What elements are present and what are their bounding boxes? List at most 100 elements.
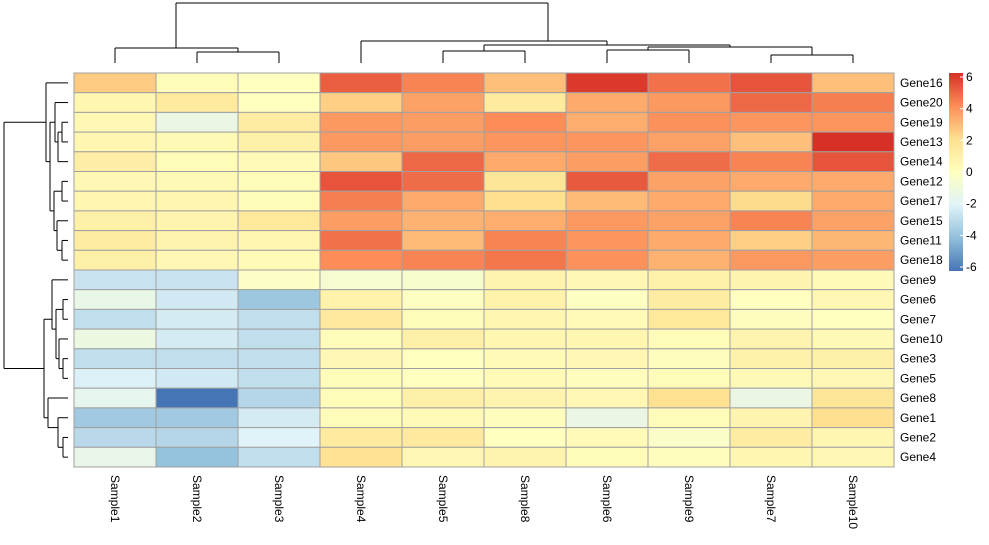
heatmap-cell [237, 269, 321, 291]
column-label: Sample10 [846, 475, 860, 529]
heatmap-cell [811, 131, 895, 153]
heatmap-cell [155, 289, 239, 310]
heatmap-cell [401, 72, 485, 94]
heatmap-cell [811, 348, 895, 369]
heatmap-cell [319, 72, 403, 94]
heatmap-cell [319, 427, 403, 448]
heatmap-cell [319, 328, 403, 350]
heatmap-cell [565, 446, 649, 468]
heatmap-cell [401, 210, 485, 232]
legend-color-bar [949, 73, 963, 271]
heatmap-cells [73, 72, 895, 468]
heatmap-cell [73, 368, 157, 389]
heatmap-cell [811, 151, 895, 173]
row-label: Gene13 [900, 135, 943, 149]
heatmap-cell [565, 289, 649, 310]
heatmap-cell [401, 131, 485, 153]
heatmap-cell [237, 407, 321, 429]
heatmap-cell [811, 171, 895, 192]
heatmap-cell [237, 210, 321, 232]
heatmap-cell [237, 92, 321, 113]
column-label: Sample1 [108, 475, 122, 523]
heatmap-cell [237, 348, 321, 369]
heatmap-cell [155, 72, 239, 94]
heatmap-cell [401, 269, 485, 291]
heatmap-cell [155, 387, 239, 409]
row-label: Gene10 [900, 332, 943, 346]
heatmap-cell [319, 308, 403, 330]
row-label: Gene2 [900, 430, 936, 444]
heatmap-cell [237, 230, 321, 251]
legend-tick-label: 4 [966, 102, 973, 116]
heatmap-cell [729, 269, 813, 291]
heatmap-cell [155, 269, 239, 291]
heatmap-cell [401, 249, 485, 271]
heatmap-cell [729, 92, 813, 113]
heatmap-cell [401, 230, 485, 251]
heatmap-cell [73, 111, 157, 133]
column-label: Sample5 [436, 475, 450, 523]
heatmap-cell [483, 151, 567, 173]
heatmap-cell [565, 151, 649, 173]
heatmap-cell [483, 249, 567, 271]
row-label: Gene8 [900, 391, 936, 405]
heatmap-cell [729, 151, 813, 173]
heatmap-cell [319, 446, 403, 468]
heatmap-cell [401, 427, 485, 448]
heatmap-cell [73, 446, 157, 468]
heatmap-cell [483, 190, 567, 212]
heatmap-cell [401, 151, 485, 173]
heatmap-cell [729, 446, 813, 468]
heatmap-cell [237, 427, 321, 448]
heatmap-cell [155, 446, 239, 468]
heatmap-cell [565, 308, 649, 330]
row-label: Gene12 [900, 174, 943, 188]
row-label: Gene4 [900, 450, 936, 464]
heatmap-cell [73, 348, 157, 369]
row-label: Gene19 [900, 115, 943, 129]
heatmap-cell [811, 269, 895, 291]
heatmap-cell [73, 269, 157, 291]
heatmap-cell [811, 308, 895, 330]
heatmap-cell [483, 131, 567, 153]
row-label: Gene17 [900, 194, 943, 208]
heatmap-cell [483, 269, 567, 291]
legend-tick-label: -4 [966, 228, 977, 242]
heatmap-cell [565, 210, 649, 232]
heatmap-cell [237, 190, 321, 212]
heatmap-cell [73, 230, 157, 251]
heatmap-cell [73, 308, 157, 330]
heatmap-cell [319, 289, 403, 310]
column-label: Sample2 [190, 475, 204, 523]
heatmap-cell [811, 446, 895, 468]
heatmap-cell [647, 190, 731, 212]
heatmap-cell [811, 230, 895, 251]
column-label: Sample6 [600, 475, 614, 523]
heatmap-cell [73, 427, 157, 448]
column-label: Sample7 [764, 475, 778, 523]
heatmap-cell [73, 328, 157, 350]
heatmap-cell [401, 308, 485, 330]
heatmap-cell [565, 427, 649, 448]
heatmap-cell [729, 427, 813, 448]
heatmap-cell [237, 289, 321, 310]
row-label: Gene9 [900, 273, 936, 287]
heatmap-cell [729, 230, 813, 251]
legend-tick-label: -6 [966, 260, 977, 274]
heatmap-cell [73, 289, 157, 310]
heatmap-cell [565, 269, 649, 291]
color-legend: -6 -4 -2 0 2 4 6 [949, 70, 977, 274]
heatmap-cell [565, 190, 649, 212]
heatmap-cell [647, 348, 731, 369]
heatmap-cell [565, 348, 649, 369]
heatmap-cell [319, 171, 403, 192]
heatmap-cell [401, 171, 485, 192]
heatmap-cell [811, 92, 895, 113]
heatmap-cell [237, 328, 321, 350]
column-label: Sample3 [272, 475, 286, 523]
heatmap-cell [483, 446, 567, 468]
heatmap-cell [155, 427, 239, 448]
heatmap-cell [647, 269, 731, 291]
heatmap-cell [647, 151, 731, 173]
